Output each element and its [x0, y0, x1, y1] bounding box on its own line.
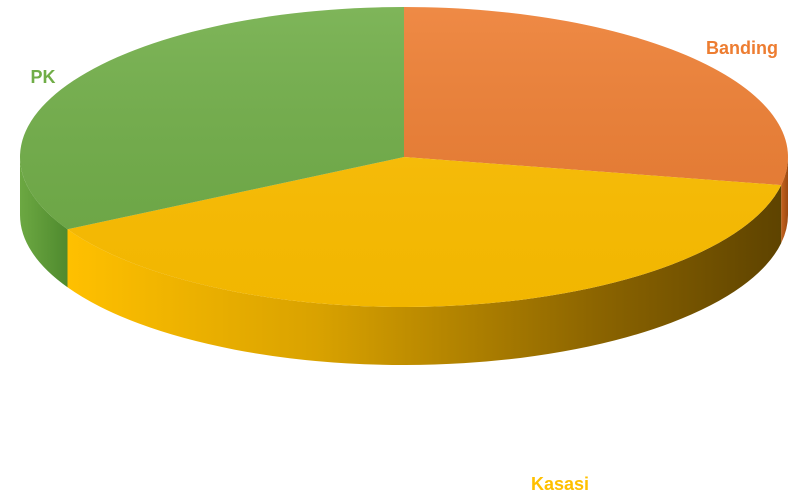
pie-top-faces: [19, 7, 788, 308]
slice-label-banding: Banding: [706, 38, 778, 58]
pie-top-sheen: [20, 7, 788, 307]
slice-label-kasasi: Kasasi: [531, 474, 589, 494]
pie-side-walls: [20, 157, 788, 366]
pie-wall-kasasi: [67, 185, 782, 366]
pie-wall-banding: [781, 157, 788, 244]
slice-label-pk: PK: [30, 67, 55, 87]
pie-wall-pk: [20, 157, 68, 288]
pie-labels: Banding Kasasi PK: [30, 38, 778, 494]
